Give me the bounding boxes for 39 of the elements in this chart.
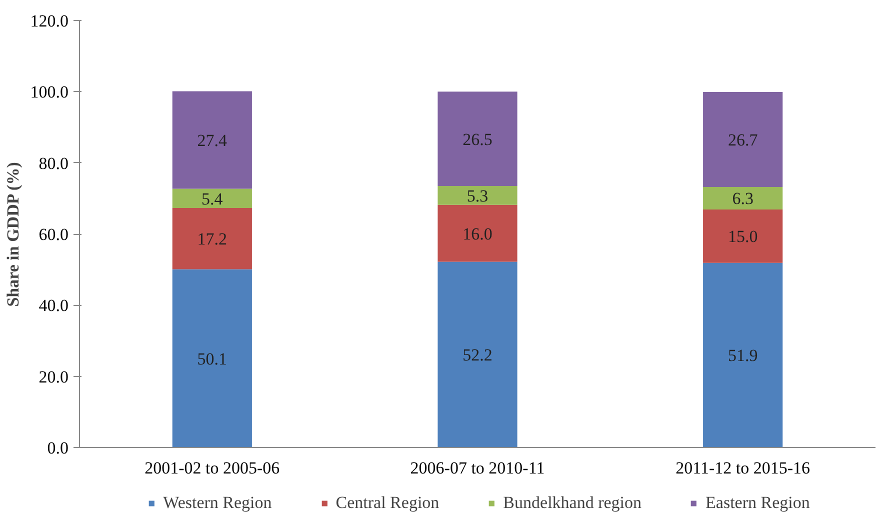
data-label: 51.9 — [728, 346, 758, 366]
bar — [438, 92, 518, 186]
y-tick-label: 20.0 — [38, 367, 68, 386]
bar — [172, 91, 252, 189]
bar — [703, 209, 783, 263]
y-tick-label: 120.0 — [30, 12, 68, 30]
bar — [703, 262, 783, 448]
y-tick-label: 100.0 — [30, 82, 68, 102]
bar — [172, 269, 252, 448]
data-label: 6.3 — [732, 189, 754, 208]
data-label: 26.5 — [462, 130, 492, 149]
bar — [438, 204, 518, 262]
bar — [438, 186, 518, 205]
x-tick-label: 2006-07 to 2010-11 — [410, 458, 545, 478]
legend-label: Central Region — [336, 492, 440, 512]
data-label: 16.0 — [462, 224, 492, 244]
data-label: 5.4 — [202, 189, 224, 208]
data-label: 17.2 — [197, 230, 228, 249]
y-axis-title: Share in GDDP (%) — [3, 162, 22, 307]
y-tick-label: 0.0 — [47, 438, 68, 458]
bar — [703, 187, 783, 210]
data-label: 50.1 — [197, 349, 228, 368]
x-tick-label: 2001-02 to 2005-06 — [144, 458, 280, 478]
bar — [172, 208, 252, 270]
bar — [703, 92, 783, 188]
y-tick-label: 80.0 — [38, 154, 68, 173]
data-label: 5.3 — [466, 186, 488, 206]
data-label: 52.2 — [462, 346, 492, 365]
y-tick-label: 40.0 — [38, 296, 68, 316]
bar — [172, 188, 252, 208]
legend-label: Bundelkhand region — [503, 492, 642, 512]
y-tick-label: 60.0 — [38, 225, 68, 244]
data-label: 15.0 — [728, 227, 758, 246]
x-tick-label: 2011-12 to 2015-16 — [676, 458, 810, 478]
bar — [438, 262, 518, 448]
data-label: 26.7 — [728, 130, 758, 150]
legend-label: Western Region — [163, 492, 272, 512]
legend-label: Eastern Region — [706, 492, 810, 512]
data-label: 27.4 — [197, 131, 228, 150]
